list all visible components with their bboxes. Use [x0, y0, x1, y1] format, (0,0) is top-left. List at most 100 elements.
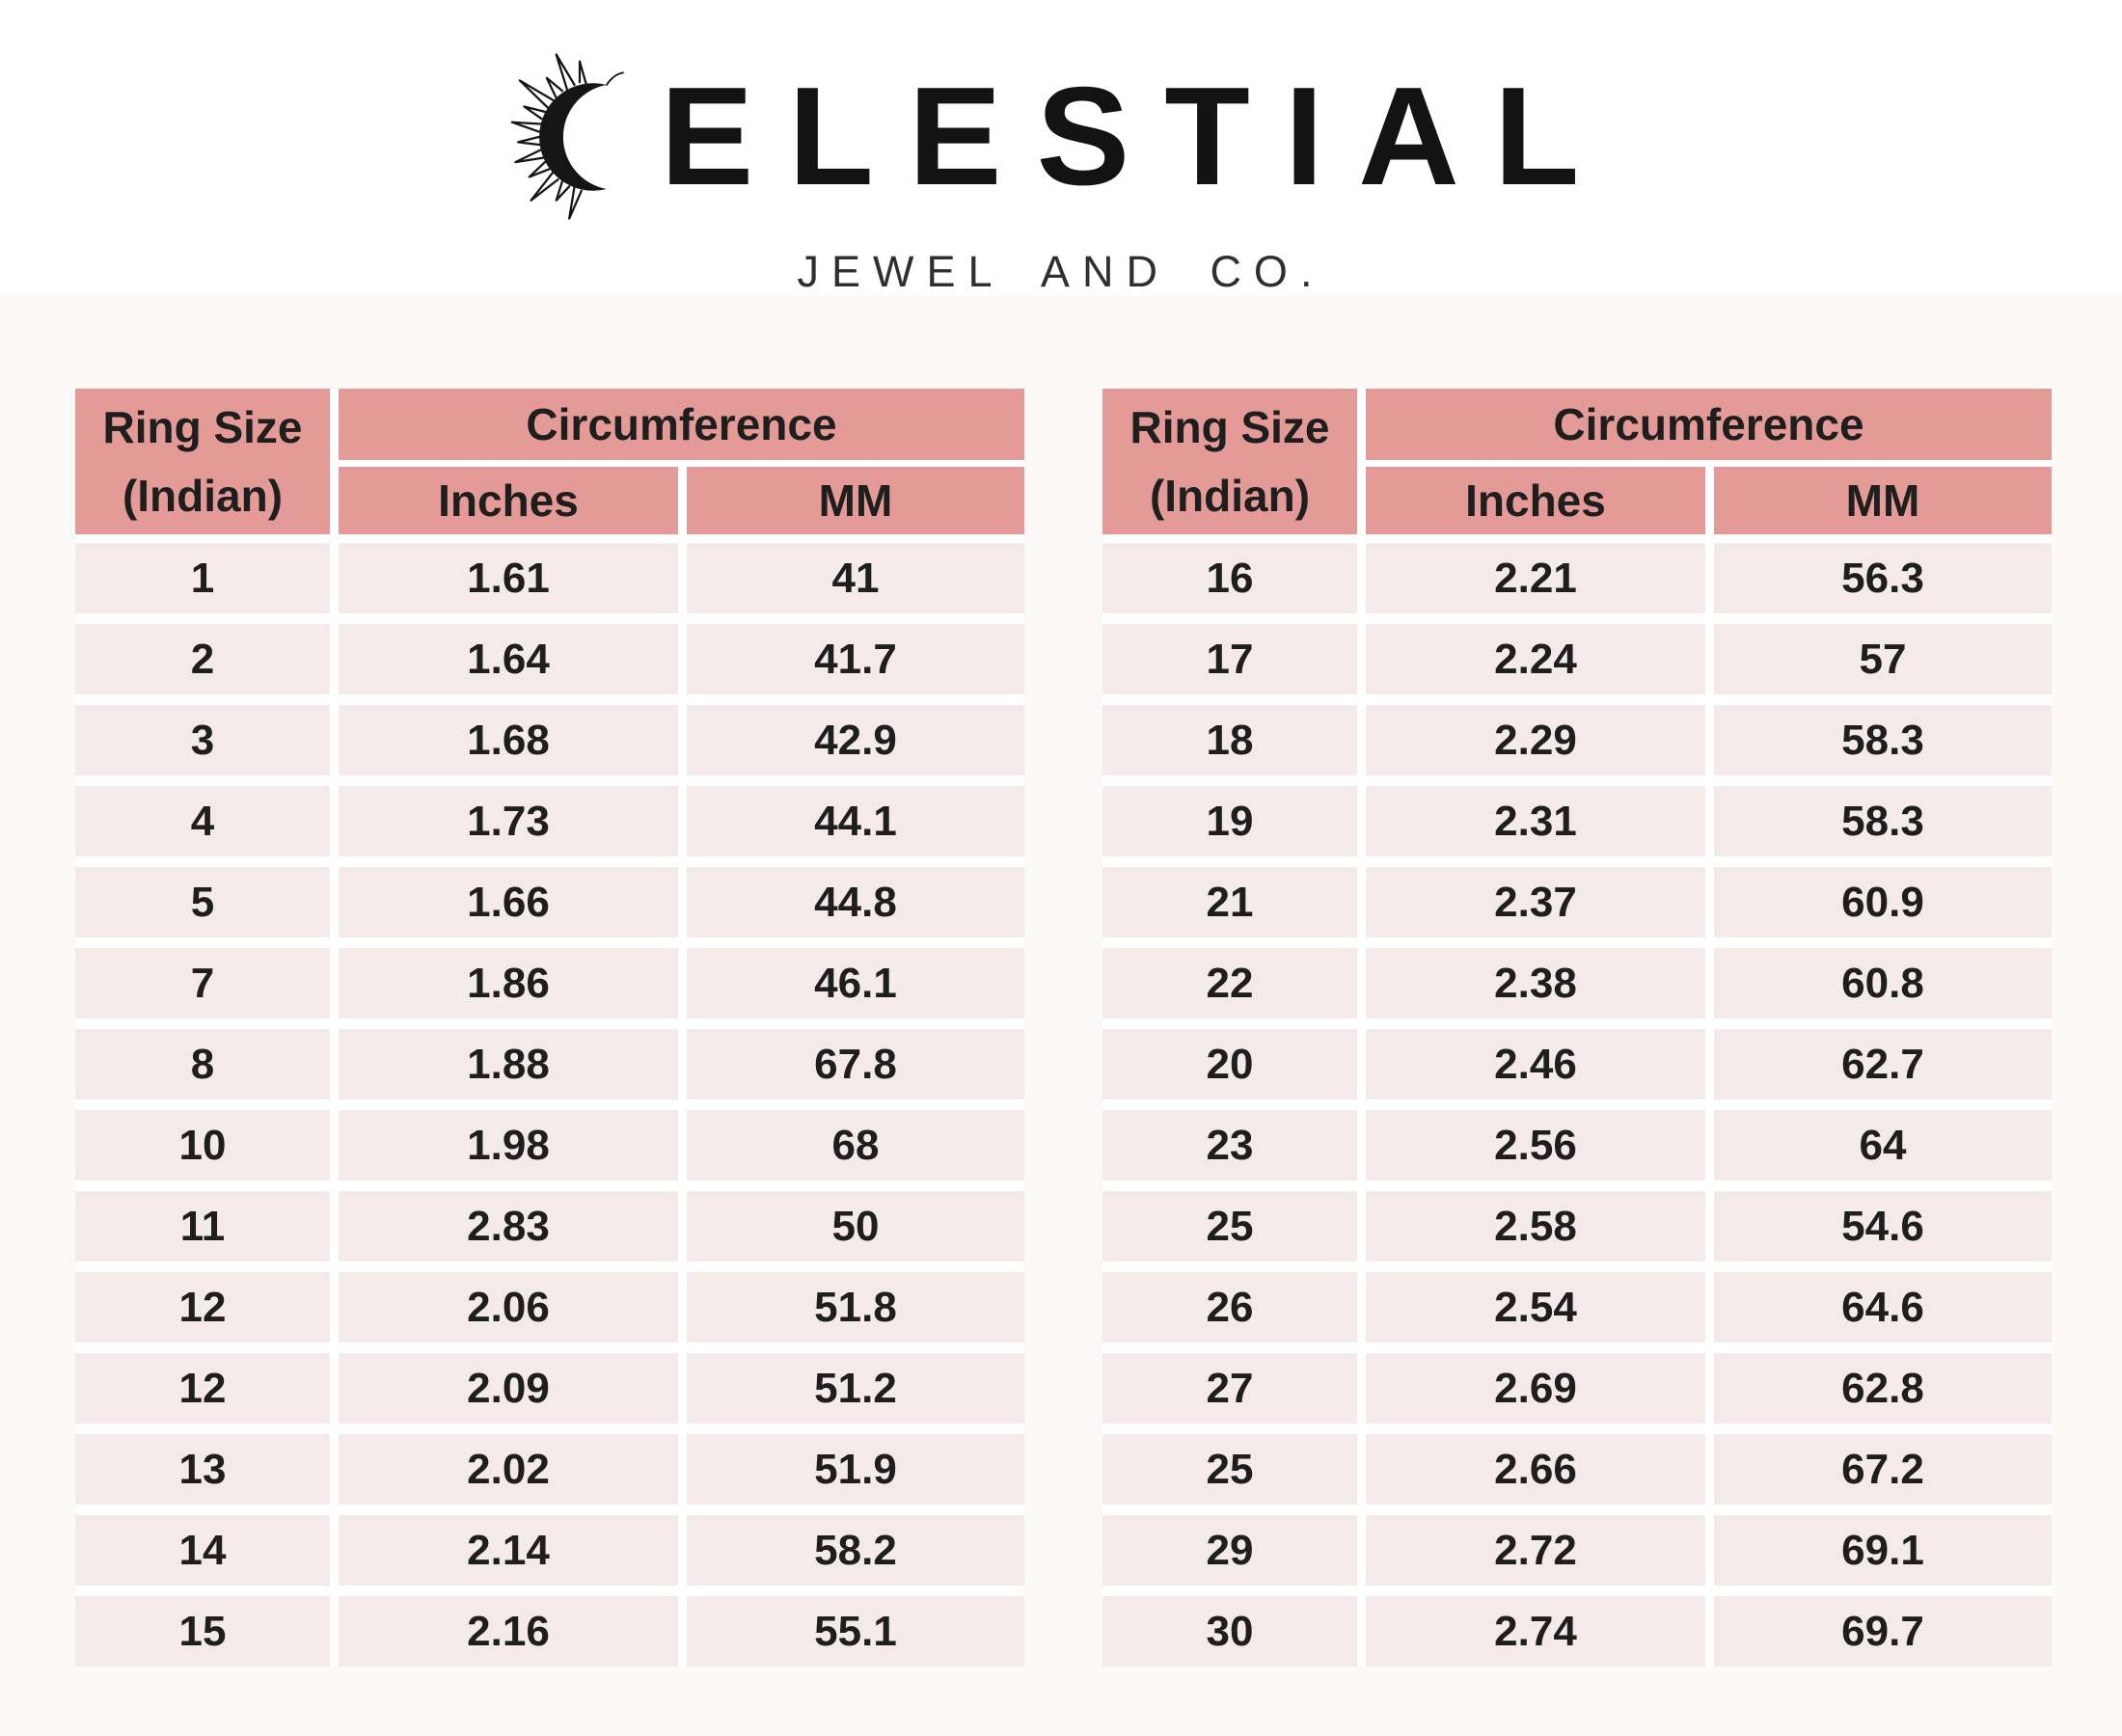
table-cell: 2.29: [1366, 705, 1705, 775]
table-cell: 2.46: [1366, 1029, 1705, 1099]
table-cell: 2.69: [1366, 1353, 1705, 1424]
table-row: 21 2.37 60.9: [1102, 867, 2052, 937]
table-row: 14 2.14 58.2: [75, 1515, 1024, 1586]
table-row: 23 2.56 64: [1102, 1110, 2052, 1180]
table-cell: 27: [1102, 1353, 1357, 1424]
table-cell: 62.7: [1714, 1029, 2052, 1099]
table-cell: 56.3: [1714, 543, 2052, 613]
table-cell: 2.56: [1366, 1110, 1705, 1180]
table-row: 5 1.66 44.8: [75, 867, 1024, 937]
table-row: 2 1.64 41.7: [75, 624, 1024, 694]
table-cell: 2.06: [339, 1272, 678, 1343]
table-row: 17 2.24 57: [1102, 624, 2052, 694]
table-cell: 51.9: [687, 1434, 1024, 1505]
table-cell: 16: [1102, 543, 1357, 613]
table-row: 25 2.58 54.6: [1102, 1191, 2052, 1261]
header-inches: Inches: [339, 467, 678, 534]
table-cell: 54.6: [1714, 1191, 2052, 1261]
header-ring-size-line1: Ring Size: [102, 401, 303, 452]
table-cell: 8: [75, 1029, 330, 1099]
table-row: 12 2.06 51.8: [75, 1272, 1024, 1343]
ring-size-table-right: Ring Size (Indian) Circumference Inches …: [1102, 389, 2052, 1667]
table-cell: 1.61: [339, 543, 678, 613]
table-cell: 2.09: [339, 1353, 678, 1424]
table-body: 16 2.21 56.3 17 2.24 57 18 2.29 58.3 19 2.31 58.3 21…: [1102, 543, 2052, 1667]
table-cell: 68: [687, 1110, 1024, 1180]
table-row: 30 2.74 69.7: [1102, 1596, 2052, 1667]
header-mm: MM: [687, 467, 1024, 534]
table-cell: 2.72: [1366, 1515, 1705, 1586]
table-row: 20 2.46 62.7: [1102, 1029, 2052, 1099]
table-cell: 60.8: [1714, 948, 2052, 1018]
table-cell: 25: [1102, 1191, 1357, 1261]
table-cell: 30: [1102, 1596, 1357, 1667]
sun-ray: [518, 79, 555, 109]
table-cell: 57: [1714, 624, 2052, 694]
table-cell: 2.31: [1366, 786, 1705, 856]
table-cell: 2.54: [1366, 1272, 1705, 1343]
header-circumference-group: Circumference Inches MM: [1366, 389, 2052, 534]
table-cell: 2.66: [1366, 1434, 1705, 1505]
table-cell: 19: [1102, 786, 1357, 856]
table-cell: 67.2: [1714, 1434, 2052, 1505]
table-row: 1 1.61 41: [75, 543, 1024, 613]
table-row: 19 2.31 58.3: [1102, 786, 2052, 856]
table-cell: 58.3: [1714, 705, 2052, 775]
table-cell: 15: [75, 1596, 330, 1667]
sun-ray: [522, 105, 546, 121]
table-row: 22 2.38 60.8: [1102, 948, 2052, 1018]
table-header: Ring Size (Indian) Circumference Inches …: [75, 389, 1024, 534]
table-cell: 42.9: [687, 705, 1024, 775]
table-row: 8 1.88 67.8: [75, 1029, 1024, 1099]
table-cell: 44.8: [687, 867, 1024, 937]
header-ring-size-line2: (Indian): [122, 471, 284, 522]
table-cell: 58.3: [1714, 786, 2052, 856]
table-cell: 26: [1102, 1272, 1357, 1343]
table-cell: 2.16: [339, 1596, 678, 1667]
table-row: 11 2.83 50: [75, 1191, 1024, 1261]
table-cell: 64.6: [1714, 1272, 2052, 1343]
table-cell: 64: [1714, 1110, 2052, 1180]
table-cell: 1.68: [339, 705, 678, 775]
table-cell: 58.2: [687, 1515, 1024, 1586]
table-cell: 2.21: [1366, 543, 1705, 613]
table-row: 12 2.09 51.2: [75, 1353, 1024, 1424]
table-cell: 20: [1102, 1029, 1357, 1099]
table-cell: 23: [1102, 1110, 1357, 1180]
table-cell: 21: [1102, 867, 1357, 937]
table-cell: 1.66: [339, 867, 678, 937]
header-ring-size-line2: (Indian): [1149, 471, 1311, 522]
brand-logo: ELESTIAL JEWEL AND CO.: [0, 0, 2122, 297]
table-cell: 3: [75, 705, 330, 775]
crescent-flourish: [605, 71, 624, 86]
table-cell: 2.38: [1366, 948, 1705, 1018]
table-row: 10 1.98 68: [75, 1110, 1024, 1180]
sun-ray: [528, 160, 551, 178]
table-row: 16 2.21 56.3: [1102, 543, 2052, 613]
table-cell: 14: [75, 1515, 330, 1586]
table-cell: 18: [1102, 705, 1357, 775]
table-cell: 67.8: [687, 1029, 1024, 1099]
table-row: 18 2.29 58.3: [1102, 705, 2052, 775]
table-cell: 22: [1102, 948, 1357, 1018]
header-ring-size: Ring Size (Indian): [1102, 389, 1357, 534]
crescent-moon: [538, 83, 607, 191]
sun-ray: [516, 135, 541, 147]
header-ring-size-line1: Ring Size: [1129, 401, 1330, 452]
table-cell: 25: [1102, 1434, 1357, 1505]
sun-crescent-icon: [510, 53, 624, 220]
table-cell: 41: [687, 543, 1024, 613]
table-cell: 69.7: [1714, 1596, 2052, 1667]
table-row: 25 2.66 67.2: [1102, 1434, 2052, 1505]
table-cell: 2.74: [1366, 1596, 1705, 1667]
table-cell: 2.37: [1366, 867, 1705, 937]
table-cell: 5: [75, 867, 330, 937]
table-row: 3 1.68 42.9: [75, 705, 1024, 775]
table-row: 15 2.16 55.1: [75, 1596, 1024, 1667]
table-cell: 1.88: [339, 1029, 678, 1099]
table-cell: 29: [1102, 1515, 1357, 1586]
table-cell: 12: [75, 1272, 330, 1343]
table-cell: 4: [75, 786, 330, 856]
table-cell: 12: [75, 1353, 330, 1424]
